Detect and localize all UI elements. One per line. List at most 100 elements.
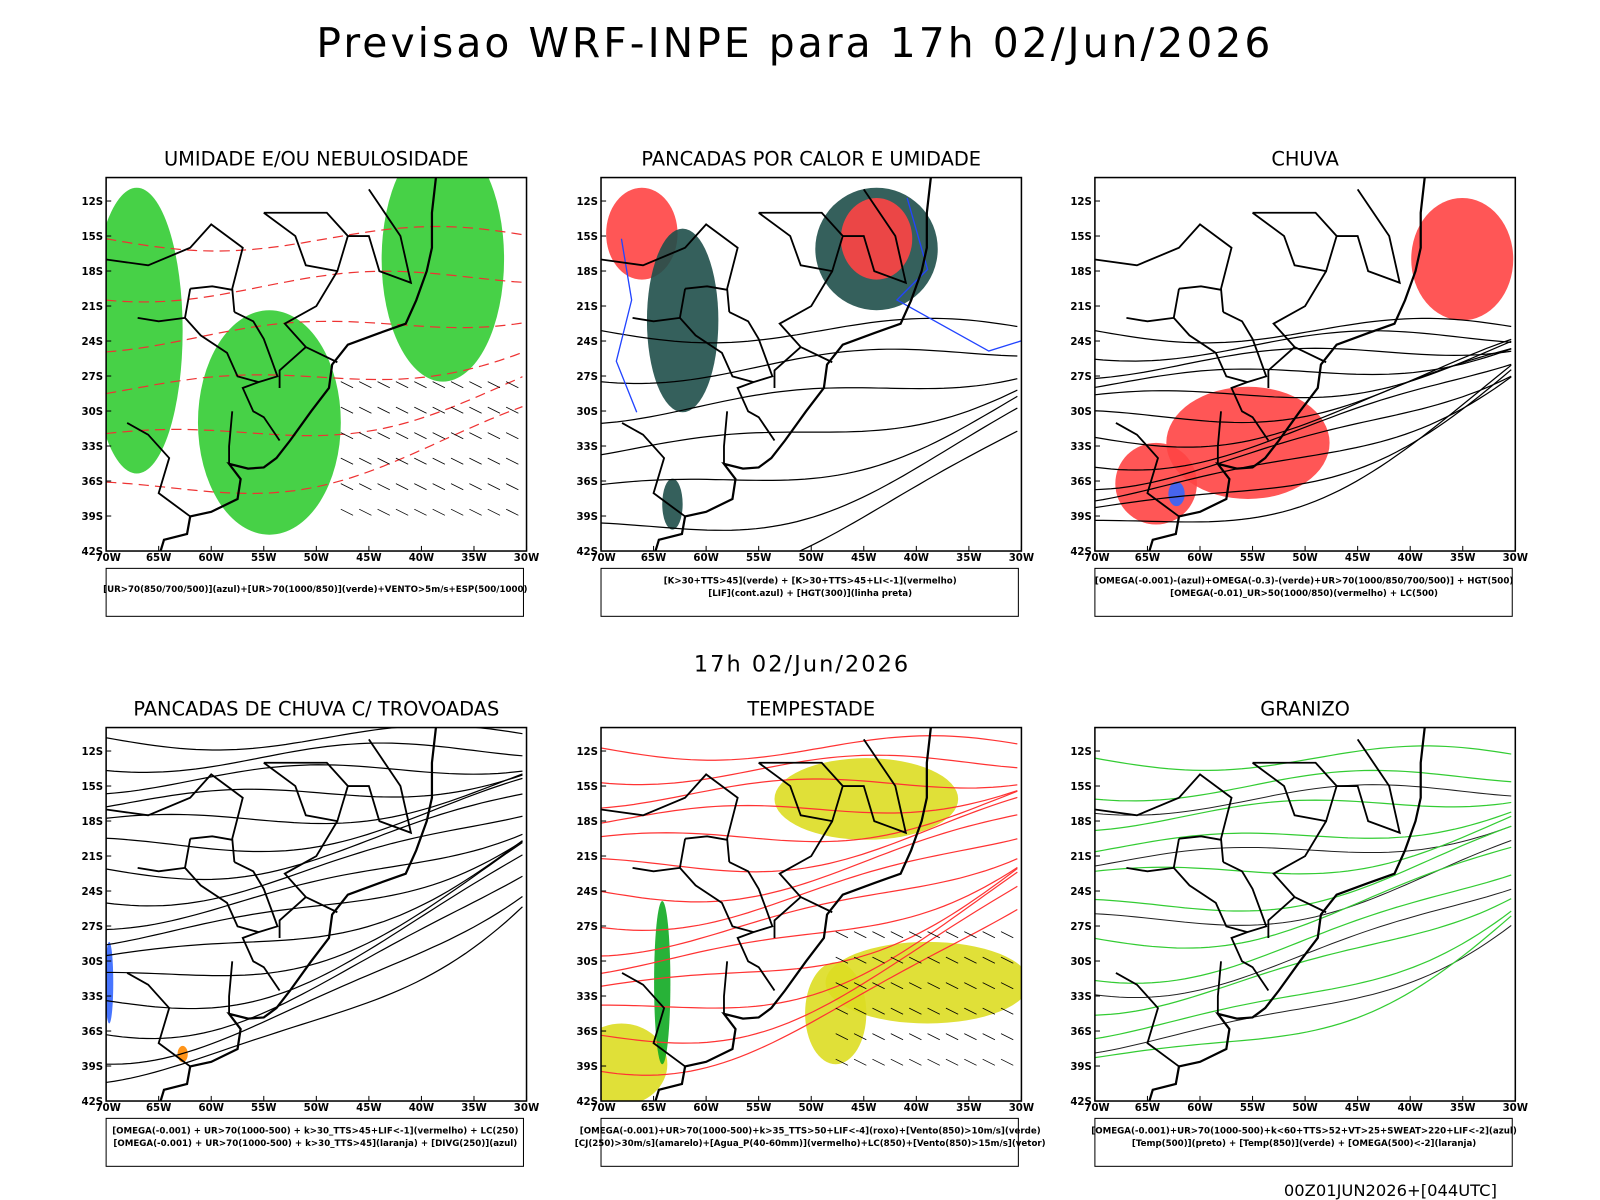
contour — [601, 754, 1018, 786]
wind-vector — [853, 956, 867, 964]
lon-label: 60W — [1187, 553, 1212, 564]
lon-label: 50W — [304, 553, 329, 564]
subtitle: 17h 02/Jun/2026 — [694, 651, 910, 677]
wind-vector — [835, 1058, 849, 1066]
lat-label: 42S — [82, 1097, 104, 1108]
wind-vector — [432, 483, 446, 491]
wind-vector — [927, 1007, 940, 1015]
border — [632, 866, 681, 873]
contour — [1094, 825, 1512, 912]
contour — [601, 378, 1018, 424]
wind-vector — [450, 508, 464, 516]
lat-label: 30S — [1070, 407, 1092, 418]
border — [137, 316, 186, 323]
wind-vector — [964, 956, 977, 964]
lon-label: 65W — [146, 553, 171, 564]
lon-label: 70W — [95, 553, 120, 564]
map-panel: TEMPESTADE 12S 15S 18S 21S 24S 27S 30S 33S 36S 39S… — [575, 697, 1046, 1167]
lon-label: 40W — [904, 1103, 929, 1114]
lat-label: 27S — [576, 372, 598, 383]
lon-label: 35W — [1450, 553, 1475, 564]
lat-label: 21S — [1070, 852, 1092, 863]
lat-label: 21S — [576, 302, 598, 313]
shaded-area — [1411, 197, 1514, 321]
wind-vector — [450, 381, 464, 389]
wind-vector — [982, 982, 996, 990]
lat-label: 33S — [1070, 992, 1092, 1003]
wind-vector — [432, 381, 446, 389]
contour — [601, 885, 1018, 1044]
border — [778, 270, 834, 364]
lon-label: 55W — [746, 1103, 771, 1114]
wind-vector — [872, 982, 885, 990]
lat-label: 33S — [576, 442, 598, 453]
lat-label: 12S — [576, 197, 598, 208]
border — [283, 820, 339, 914]
shaded-area — [1166, 386, 1330, 499]
contour — [1094, 874, 1512, 984]
legend-text: [LIF](cont.azul) + [HGT(300)](linha pret… — [708, 589, 912, 599]
lon-label: 70W — [95, 1103, 120, 1114]
wind-vector — [432, 432, 446, 440]
lon-label: 65W — [641, 1103, 666, 1114]
lat-label: 33S — [576, 992, 598, 1003]
contour — [601, 407, 1018, 531]
wind-vector — [377, 483, 390, 491]
contour — [1094, 340, 1512, 399]
wind-vector — [450, 457, 464, 465]
lat-label: 24S — [576, 887, 598, 898]
lon-label: 40W — [1397, 553, 1422, 564]
wind-vector — [909, 1033, 922, 1041]
lat-label: 18S — [1070, 267, 1092, 278]
contour — [601, 389, 1018, 456]
border — [347, 738, 413, 835]
legend-box — [1094, 567, 1513, 617]
lon-label: 35W — [956, 553, 981, 564]
contour — [106, 840, 523, 946]
wind-vector — [872, 1033, 885, 1041]
wind-vector — [927, 931, 940, 939]
contour — [601, 866, 1018, 974]
lat-label: 30S — [82, 957, 104, 968]
wind-vector — [359, 457, 372, 465]
contour — [106, 270, 523, 303]
border — [1115, 422, 1180, 518]
wind-vector — [909, 1058, 922, 1066]
lat-label: 33S — [82, 992, 104, 1003]
contour — [106, 320, 523, 353]
border — [773, 346, 802, 388]
border — [184, 838, 259, 934]
contour — [1094, 745, 1512, 772]
border — [1172, 838, 1248, 934]
contour — [106, 376, 523, 437]
lat-label: 18S — [82, 267, 104, 278]
wind-vector — [982, 1007, 996, 1015]
legend-text: [UR>70(850/700/500)](azul)+[UR>70(1000/8… — [103, 585, 527, 595]
shaded-area — [106, 187, 183, 474]
lon-label: 30W — [514, 1103, 539, 1114]
lat-label: 24S — [1070, 337, 1092, 348]
border — [190, 285, 233, 291]
lat-label: 36S — [82, 1027, 104, 1038]
contour — [1094, 363, 1512, 471]
shaded-area — [116, 647, 157, 688]
border — [283, 270, 339, 364]
lon-label: 70W — [590, 1103, 615, 1114]
lat-label: 15S — [576, 782, 598, 793]
contour — [601, 790, 1018, 824]
wind-vector — [469, 508, 482, 516]
lat-label: 42S — [1070, 547, 1092, 558]
wind-vector — [890, 1058, 904, 1066]
shaded-area — [601, 1023, 668, 1102]
contour — [1094, 815, 1512, 875]
contour — [106, 764, 523, 795]
lat-label: 27S — [576, 922, 598, 933]
wind-vector — [1000, 982, 1014, 990]
lat-label: 21S — [82, 852, 104, 863]
wind-vector — [853, 1033, 867, 1041]
wind-vector — [377, 406, 390, 414]
border — [106, 773, 244, 863]
lon-label: 55W — [251, 553, 276, 564]
lon-label: 45W — [851, 1103, 876, 1114]
shaded-area — [654, 901, 671, 1065]
